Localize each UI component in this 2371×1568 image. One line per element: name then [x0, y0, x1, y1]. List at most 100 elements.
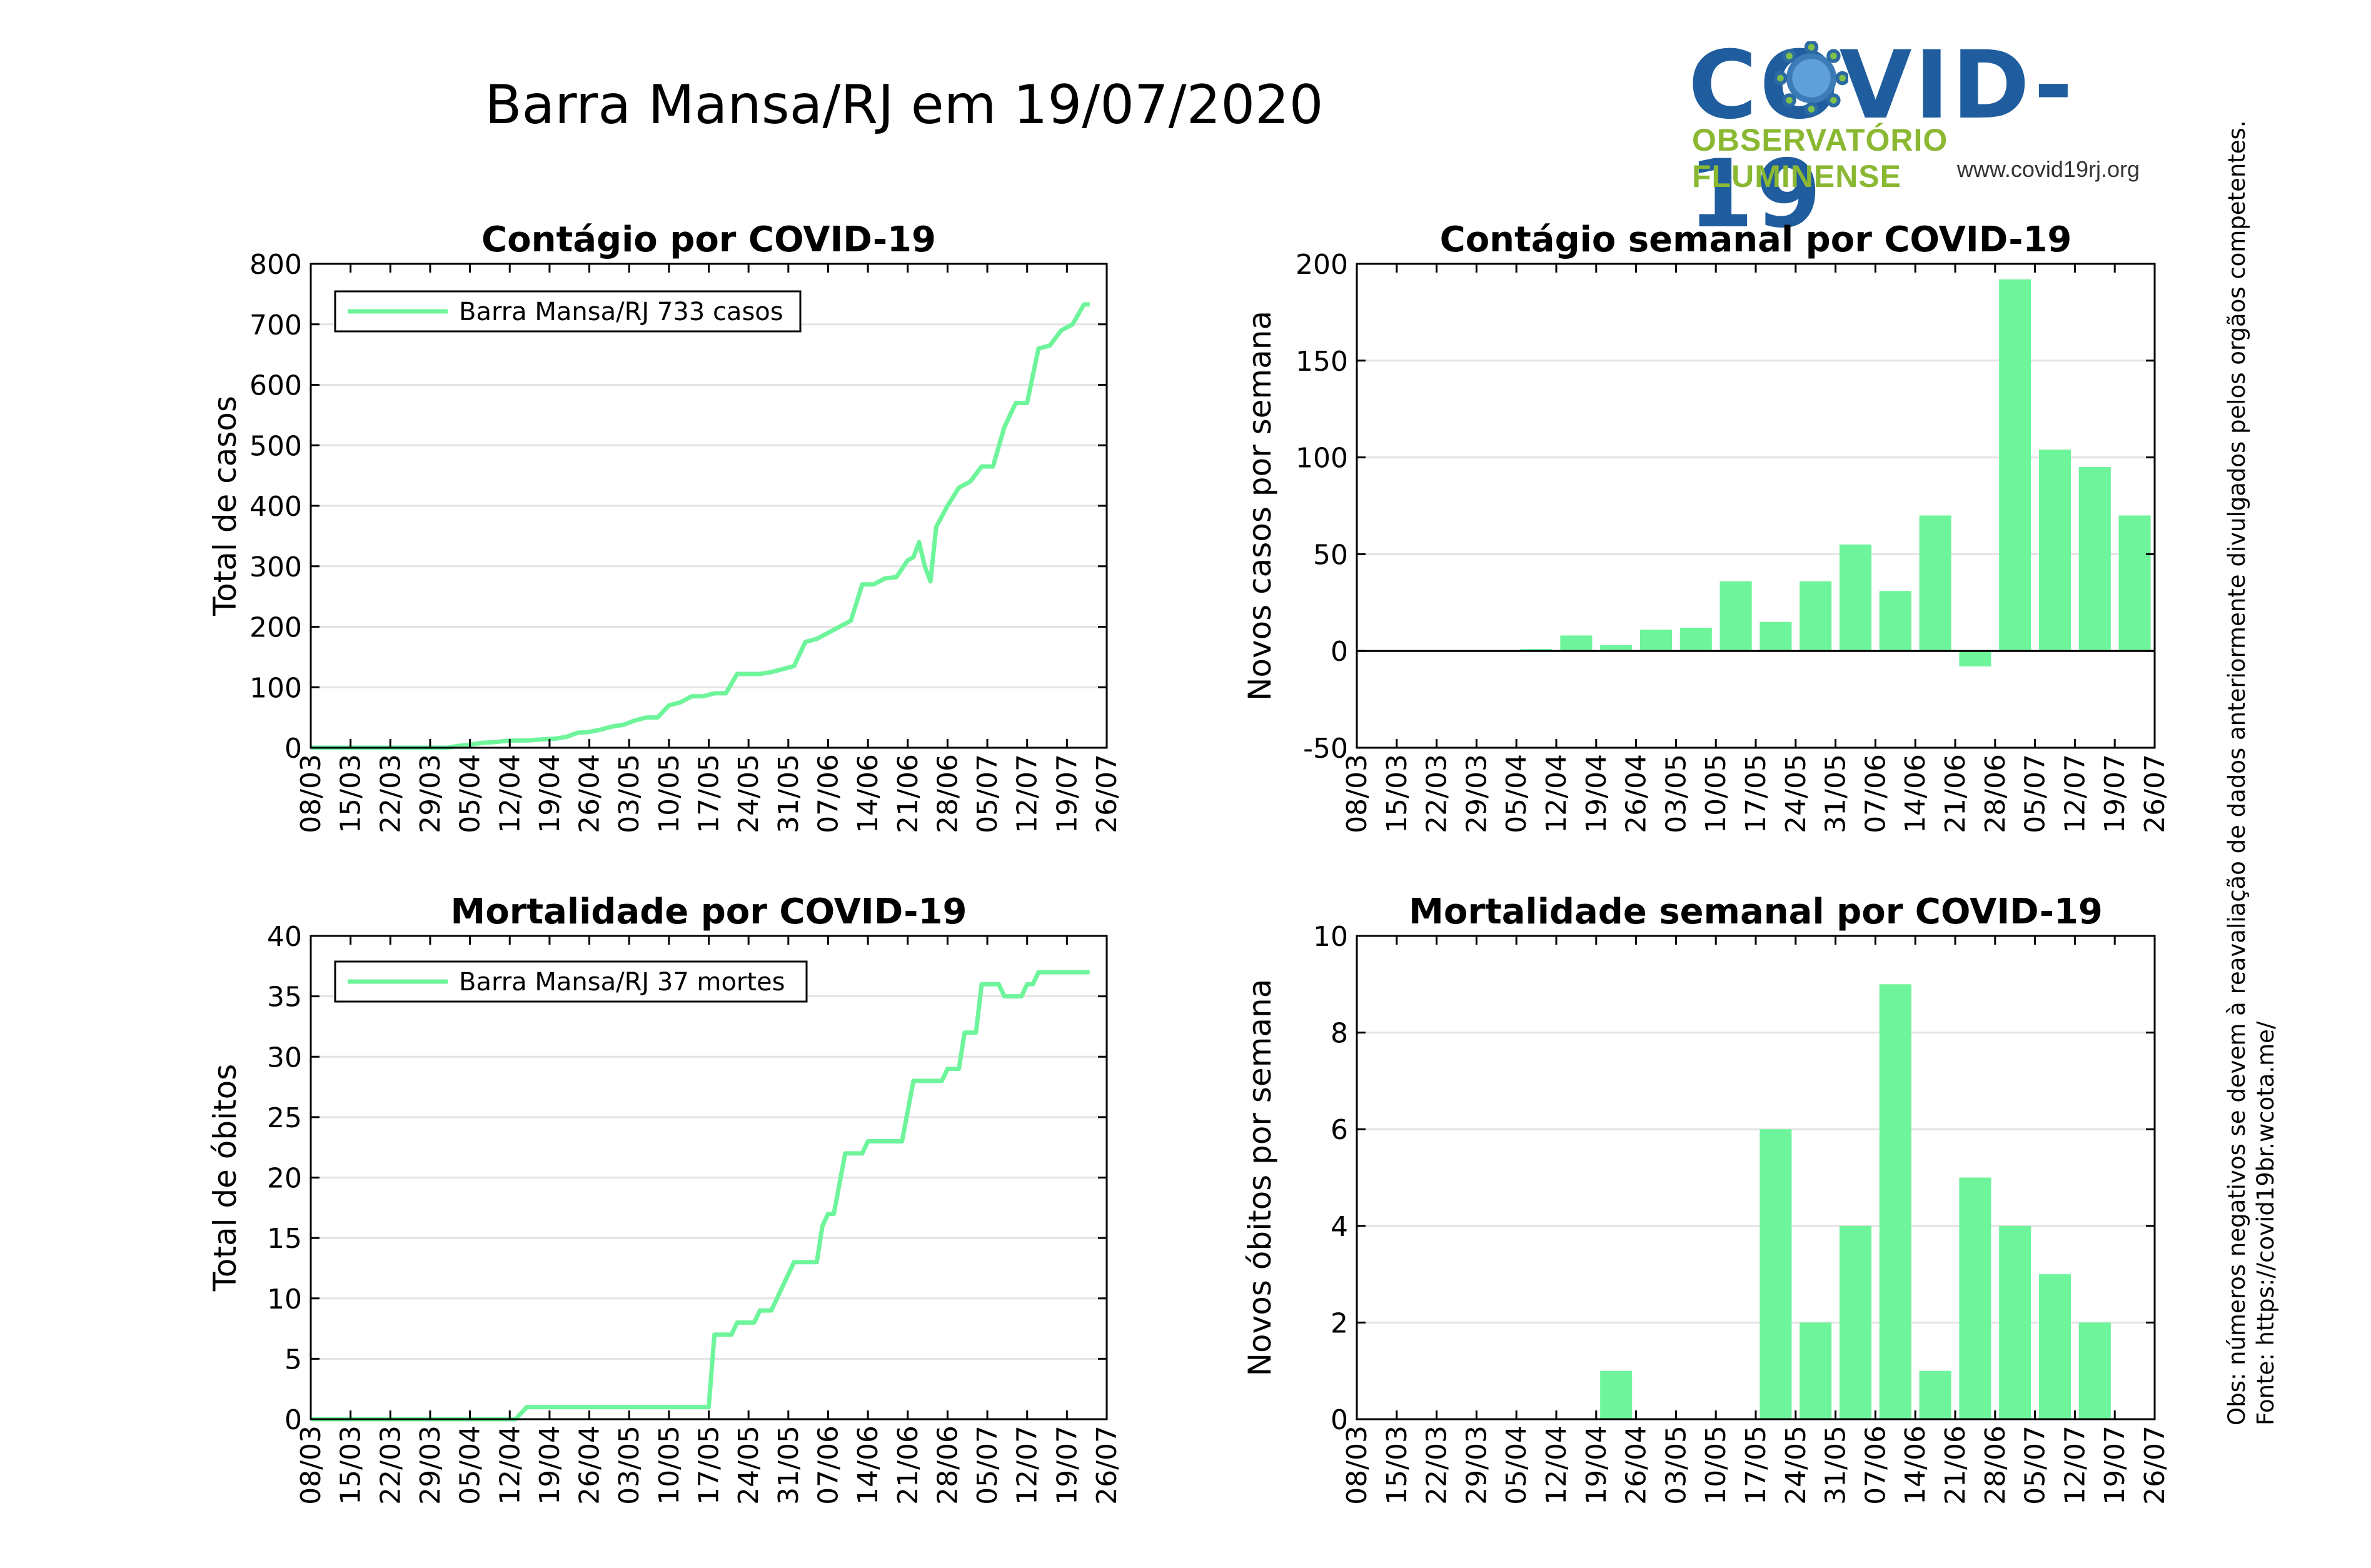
bar: [1999, 1225, 2031, 1419]
y-tick-label: 500: [249, 430, 302, 462]
chart-3: 0 5 10 15 20 25 30 35 40 08/03 15/03 22/03 29/03 05/0…: [207, 892, 1123, 1505]
bar: [2038, 1274, 2071, 1419]
bar: [1959, 651, 1991, 666]
bar: [1879, 984, 1911, 1419]
x-tick-label: 26/04: [1621, 754, 1653, 833]
y-tick-label: 15: [267, 1223, 302, 1255]
x-tick-label: 19/07: [2099, 1425, 2131, 1505]
x-tick-label: 07/06: [812, 754, 844, 833]
x-tick-label: 17/05: [1740, 754, 1772, 833]
x-tick-label: 28/06: [1980, 1425, 2011, 1505]
x-tick-label: 31/05: [773, 1425, 805, 1505]
y-tick-label: 0: [284, 733, 302, 765]
x-tick-label: 31/05: [1820, 1425, 1852, 1505]
x-tick-label: 14/06: [852, 1425, 884, 1505]
x-tick-label: 10/05: [1700, 754, 1732, 833]
chart-2: -50 0 50 100 150 200 08/03 15/03 22/03 29/03 05/04…: [1242, 219, 2171, 833]
legend: Barra Mansa/RJ 37 mortes: [334, 960, 808, 1003]
x-tick-label: 10/05: [1700, 1425, 1732, 1505]
x-tick-label: 05/07: [972, 754, 1004, 833]
x-tick-label: 19/04: [534, 754, 566, 833]
x-tick-label: 19/04: [534, 1425, 566, 1505]
bar: [1839, 544, 1872, 651]
x-tick-label: 07/06: [812, 1425, 844, 1505]
bar: [1719, 581, 1752, 651]
x-tick-label: 10/05: [653, 1425, 685, 1505]
x-tick-label: 29/03: [415, 1425, 446, 1505]
bar: [2038, 450, 2071, 651]
y-tick-label: 800: [249, 249, 302, 281]
x-tick-label: 08/03: [1341, 1425, 1373, 1505]
bar: [1600, 645, 1633, 651]
bar: [1839, 1225, 1872, 1419]
x-tick-label: 07/06: [1860, 1425, 1891, 1505]
y-tick-label: 35: [267, 982, 302, 1013]
x-tick-label: 10/05: [653, 754, 685, 833]
x-tick-label: 31/05: [773, 754, 805, 833]
bar: [1919, 1370, 1951, 1419]
x-tick-label: 24/05: [1780, 754, 1812, 833]
x-tick-label: 19/07: [2099, 754, 2131, 833]
x-tick-label: 22/03: [375, 1425, 406, 1505]
x-tick-label: 26/07: [2139, 1425, 2171, 1505]
x-tick-label: 24/05: [733, 754, 765, 833]
y-tick-label: 600: [249, 370, 302, 402]
bar: [1639, 630, 1673, 651]
x-tick-label: 15/03: [335, 754, 367, 833]
legend: Barra Mansa/RJ 733 casos: [334, 290, 802, 333]
x-tick-label: 08/03: [295, 1425, 327, 1505]
y-tick-label: 400: [249, 491, 302, 523]
y-tick-label: 10: [267, 1284, 302, 1315]
bar: [1999, 279, 2031, 651]
x-tick-label: 03/05: [1660, 1425, 1692, 1505]
x-tick-label: 08/03: [1341, 754, 1373, 833]
bar: [1959, 1177, 1991, 1419]
chart-title: Contágio semanal por COVID-19: [1440, 219, 2072, 260]
axes-frame: [1356, 935, 2156, 1420]
y-tick-label: 25: [267, 1102, 302, 1134]
y-tick-label: 200: [1296, 249, 1348, 281]
x-tick-label: 29/03: [415, 754, 446, 833]
bar: [1600, 1370, 1633, 1419]
y-tick-label: 6: [1331, 1114, 1348, 1146]
x-tick-label: 29/03: [1461, 754, 1493, 833]
x-tick-label: 24/05: [733, 1425, 765, 1505]
x-tick-label: 21/06: [892, 1425, 924, 1505]
x-tick-label: 15/03: [1381, 754, 1413, 833]
x-tick-label: 26/04: [574, 1425, 606, 1505]
bar: [2118, 515, 2151, 651]
x-tick-label: 28/06: [932, 754, 964, 833]
x-tick-label: 26/07: [1091, 754, 1123, 833]
x-tick-label: 05/07: [972, 1425, 1004, 1505]
x-tick-label: 26/07: [2139, 754, 2171, 833]
x-tick-label: 03/05: [613, 1425, 645, 1505]
x-tick-label: 31/05: [1820, 754, 1852, 833]
series-line: [311, 970, 1090, 1422]
x-tick-label: 03/05: [613, 754, 645, 833]
y-tick-label: -50: [1303, 733, 1348, 765]
legend-label: Barra Mansa/RJ 733 casos: [459, 298, 783, 326]
x-tick-label: 17/05: [1740, 1425, 1772, 1505]
y-tick-label: 8: [1331, 1018, 1348, 1050]
x-tick-label: 14/06: [1900, 754, 1931, 833]
x-tick-label: 21/06: [1940, 1425, 1971, 1505]
x-tick-label: 22/03: [1421, 1425, 1453, 1505]
y-tick-label: 2: [1331, 1307, 1348, 1339]
chart-title: Contágio por COVID-19: [481, 219, 936, 260]
chart-title: Mortalidade por COVID-19: [451, 892, 967, 932]
bar: [1759, 621, 1792, 651]
x-tick-label: 17/05: [693, 754, 725, 833]
x-tick-label: 19/07: [1051, 754, 1083, 833]
chart-title: Mortalidade semanal por COVID-19: [1409, 892, 2103, 932]
logo-url: www.covid19rj.org: [1956, 156, 2140, 182]
x-tick-label: 29/03: [1461, 1425, 1493, 1505]
y-tick-label: 40: [267, 921, 302, 953]
page-title: Barra Mansa/RJ em 19/07/2020: [485, 74, 1324, 136]
x-tick-label: 19/04: [1581, 1425, 1613, 1505]
x-tick-label: 22/03: [1421, 754, 1453, 833]
bar: [1800, 1322, 1832, 1419]
axes-frame: [1356, 263, 2156, 749]
logo-subtitle: OBSERVATÓRIO FLUMINENSE: [1692, 123, 1948, 194]
x-tick-label: 12/04: [494, 1425, 526, 1505]
